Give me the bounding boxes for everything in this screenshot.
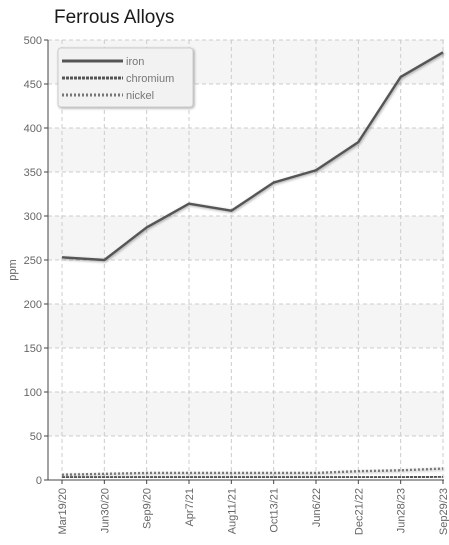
- y-tick-label: 0: [36, 475, 42, 487]
- x-tick-label: Sep29/23: [438, 488, 449, 535]
- background-band: [48, 172, 444, 216]
- y-tick-label: 150: [24, 343, 42, 355]
- legend-label-nickel: nickel: [126, 90, 154, 102]
- chart-title: Ferrous Alloys: [54, 7, 175, 28]
- series-line-nickel: [61, 467, 444, 476]
- x-tick-label: Jun30/20: [99, 488, 111, 533]
- y-axis-label: ppm: [7, 259, 19, 280]
- background-band: [48, 392, 444, 436]
- legend-label-iron: iron: [126, 56, 144, 68]
- x-tick-label: Mar19/20: [57, 488, 69, 534]
- series-line-iron: [61, 51, 444, 262]
- background-band: [48, 216, 444, 260]
- x-tick-label: Sep9/20: [142, 488, 154, 529]
- x-tick-label: Jun6/22: [311, 488, 323, 527]
- x-tick-label: Apr7/21: [184, 488, 196, 527]
- legend-label-chromium: chromium: [126, 73, 174, 85]
- x-tick-label: Jun28/23: [396, 488, 408, 533]
- legend-box: [57, 47, 194, 108]
- y-tick-label: 400: [24, 123, 42, 135]
- y-tick-label: 450: [24, 79, 42, 91]
- x-tick-label: Dec21/22: [353, 488, 365, 535]
- y-tick-label: 200: [24, 299, 42, 311]
- background-band: [48, 348, 444, 392]
- series-line-chromium: [62, 475, 444, 479]
- y-tick-label: 300: [24, 211, 42, 223]
- y-tick-label: 100: [24, 387, 42, 399]
- y-tick-label: 500: [24, 35, 42, 47]
- x-tick-label: Oct13/21: [269, 488, 281, 533]
- y-tick-label: 350: [24, 167, 42, 179]
- background-band: [48, 304, 444, 348]
- background-band: [48, 260, 444, 304]
- y-tick-label: 250: [24, 255, 42, 267]
- y-tick-label: 50: [30, 431, 42, 443]
- background-band: [48, 128, 444, 172]
- x-tick-label: Aug11/21: [226, 488, 238, 534]
